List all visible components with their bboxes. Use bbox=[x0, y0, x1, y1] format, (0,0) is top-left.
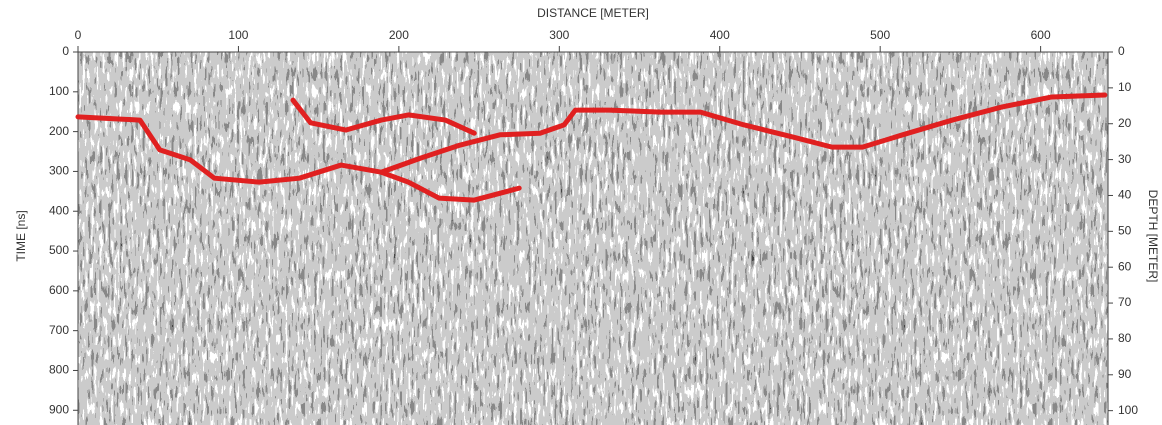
y2-tick-label: 10 bbox=[1118, 80, 1132, 94]
y2-axis-title: DEPTH [METER] bbox=[1146, 190, 1160, 283]
radargram bbox=[78, 52, 1108, 425]
y2-tick-label: 50 bbox=[1118, 223, 1132, 237]
y2-tick-label: 90 bbox=[1118, 367, 1132, 381]
y2-tick-label: 30 bbox=[1118, 152, 1132, 166]
y2-tick-label: 60 bbox=[1118, 259, 1132, 273]
y-tick-label: 700 bbox=[49, 323, 69, 337]
y-tick-label: 900 bbox=[49, 402, 69, 416]
x-axis-title: DISTANCE [METER] bbox=[537, 6, 649, 20]
y-tick-label: 300 bbox=[49, 164, 69, 178]
y2-tick-label: 40 bbox=[1118, 188, 1132, 202]
y-tick-label: 800 bbox=[49, 363, 69, 377]
y-tick-label: 200 bbox=[49, 124, 69, 138]
y2-tick-label: 0 bbox=[1118, 44, 1125, 58]
y2-tick-label: 20 bbox=[1118, 116, 1132, 130]
y-tick-label: 100 bbox=[49, 84, 69, 98]
x-tick-label: 100 bbox=[228, 28, 248, 42]
y2-tick-label: 80 bbox=[1118, 331, 1132, 345]
x-tick-label: 0 bbox=[75, 28, 82, 42]
x-tick-label: 600 bbox=[1031, 28, 1051, 42]
y-tick-label: 600 bbox=[49, 283, 69, 297]
x-tick-label: 300 bbox=[549, 28, 569, 42]
interpreted-reflector bbox=[75, 114, 522, 203]
y-axis-title: TIME [ns] bbox=[14, 210, 28, 261]
y2-tick-label: 100 bbox=[1118, 403, 1138, 417]
y2-tick-label: 70 bbox=[1118, 295, 1132, 309]
interpreted-reflector bbox=[378, 92, 1108, 175]
x-tick-label: 200 bbox=[389, 28, 409, 42]
y-tick-label: 500 bbox=[49, 243, 69, 257]
interpreted-reflector bbox=[290, 97, 477, 136]
x-tick-label: 500 bbox=[870, 28, 890, 42]
x-tick-label: 400 bbox=[710, 28, 730, 42]
y-tick-label: 0 bbox=[62, 44, 69, 58]
y-tick-label: 400 bbox=[49, 203, 69, 217]
